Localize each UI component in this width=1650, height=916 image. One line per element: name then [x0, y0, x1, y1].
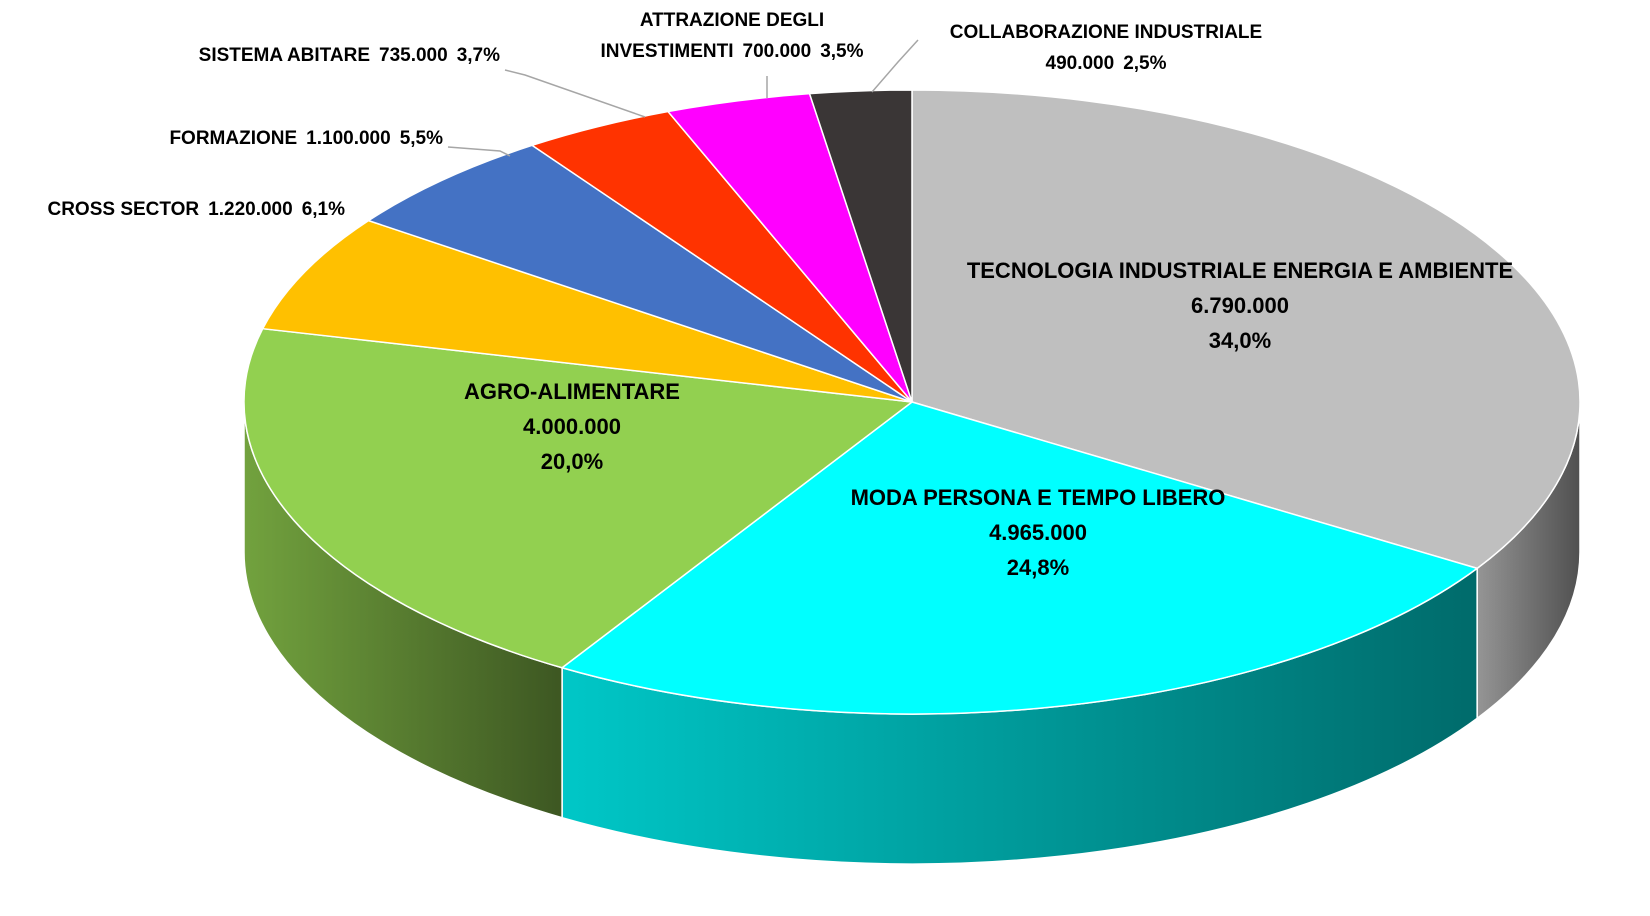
category: CROSS SECTOR — [47, 199, 200, 220]
data-label: COLLABORAZIONE INDUSTRIALE 490.000 2,5% — [950, 17, 1262, 79]
data-label: SISTEMA ABITARE 735.000 3,7% — [199, 40, 500, 71]
value-label: 4.000.000 — [523, 414, 621, 439]
leader-line — [504, 69, 646, 118]
data-label: ATTRAZIONE DEGLI INVESTIMENTI 700.000 3,5% — [572, 5, 892, 67]
leader-line — [447, 146, 511, 157]
leader-lines — [447, 39, 919, 157]
value-label: 490.000 — [1045, 53, 1115, 74]
percent-label: 24,8% — [1006, 555, 1070, 580]
slice — [243, 327, 914, 669]
category: AGRO-ALIMENTARE — [464, 379, 680, 404]
value-label: 6.790.000 — [1191, 293, 1289, 318]
category: SISTEMA ABITARE — [198, 45, 370, 66]
data-label: FORMAZIONE 1.100.000 5,5% — [169, 123, 443, 154]
value-label: 700.000 — [742, 41, 812, 62]
percent-label: 2,5% — [1123, 53, 1167, 74]
category: TECNOLOGIA INDUSTRIALE ENERGIA E AMBIENT… — [966, 258, 1514, 283]
data-label: MODA PERSONA E TEMPO LIBERO 4.965.000 24,8… — [851, 480, 1226, 585]
data-label: TECNOLOGIA INDUSTRIALE ENERGIA E AMBIENT… — [967, 253, 1513, 358]
value-label: 1.220.000 — [208, 199, 293, 220]
percent-label: 34,0% — [1208, 328, 1272, 353]
percent-label: 20,0% — [540, 449, 604, 474]
percent-label: 5,5% — [399, 128, 443, 149]
value-label: 735.000 — [379, 45, 448, 66]
percent-label: 3,7% — [456, 45, 500, 66]
slice — [911, 89, 1581, 570]
value-label: 4.965.000 — [989, 520, 1087, 545]
tops — [243, 89, 1581, 715]
data-label: AGRO-ALIMENTARE 4.000.000 20,0% — [464, 374, 680, 479]
percent-label: 3,5% — [820, 41, 864, 62]
value-label: 1.100.000 — [306, 128, 391, 149]
leader-line — [871, 39, 919, 93]
slice — [366, 144, 913, 403]
category: MODA PERSONA E TEMPO LIBERO — [850, 485, 1226, 510]
category: FORMAZIONE — [169, 128, 298, 149]
data-label: CROSS SECTOR 1.220.000 6,1% — [47, 194, 345, 225]
category: ATTRAZIONE DEGLI INVESTIMENTI — [600, 10, 825, 62]
slice — [261, 219, 913, 403]
percent-label: 6,1% — [301, 199, 345, 220]
slice — [808, 89, 913, 403]
slice — [560, 401, 1479, 715]
category: COLLABORAZIONE INDUSTRIALE — [949, 22, 1263, 43]
